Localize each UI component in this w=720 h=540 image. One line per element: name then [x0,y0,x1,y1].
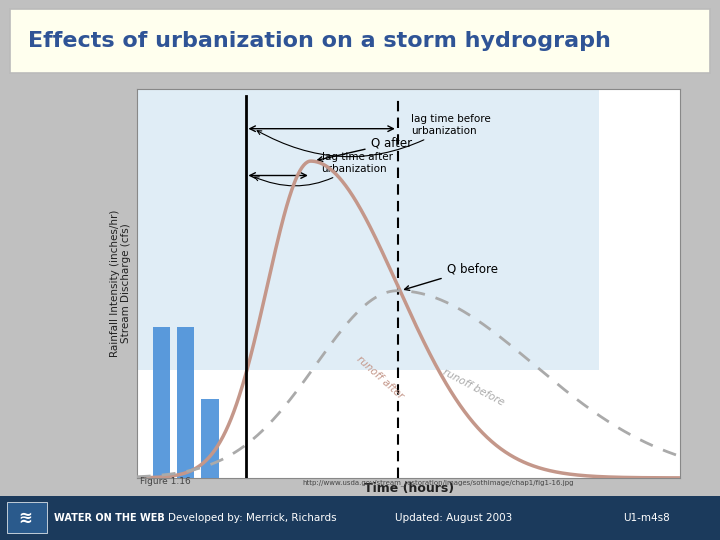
Text: runoff before: runoff before [441,367,506,408]
Text: WATER ON THE WEB: WATER ON THE WEB [54,513,165,523]
Bar [7,502,47,534]
Y-axis label: Rainfall Intensity (inches/hr)
Stream Discharge (cfs): Rainfall Intensity (inches/hr) Stream Di… [109,210,131,357]
Text: U1-m4s8: U1-m4s8 [623,513,670,523]
Text: Q after: Q after [318,137,412,161]
Bar [137,89,599,370]
Text: lag time after
urbanization: lag time after urbanization [255,152,392,186]
Text: Updated: August 2003: Updated: August 2003 [395,513,512,523]
Text: ≋: ≋ [18,509,32,527]
X-axis label: Time (hours): Time (hours) [364,482,454,495]
Bar [153,327,170,478]
Text: Q before: Q before [405,262,498,291]
Text: http://www.usda.gov/stream_restoration/images/sothimage/chap1/fig1-16.jpg: http://www.usda.gov/stream_restoration/i… [302,479,574,485]
Text: lag time before
urbanization: lag time before urbanization [257,114,491,157]
Text: Figure 1.16: Figure 1.16 [140,477,191,486]
Text: runoff after: runoff after [354,354,405,401]
Text: Developed by: Merrick, Richards: Developed by: Merrick, Richards [168,513,336,523]
Bar [177,327,194,478]
Bar [202,399,219,478]
Text: Effects of urbanization on a storm hydrograph: Effects of urbanization on a storm hydro… [27,31,611,51]
